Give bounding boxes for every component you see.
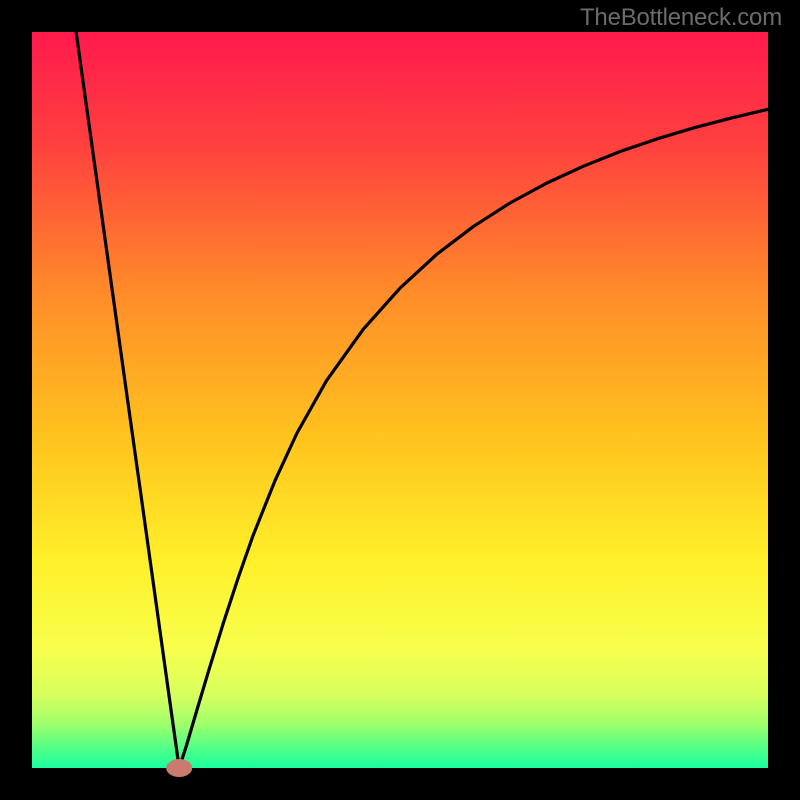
watermark-text: TheBottleneck.com	[580, 4, 782, 32]
plot-background	[32, 32, 768, 768]
chart-container: TheBottleneck.com	[0, 0, 800, 800]
optimal-point-marker	[166, 759, 192, 777]
bottleneck-chart	[0, 0, 800, 800]
